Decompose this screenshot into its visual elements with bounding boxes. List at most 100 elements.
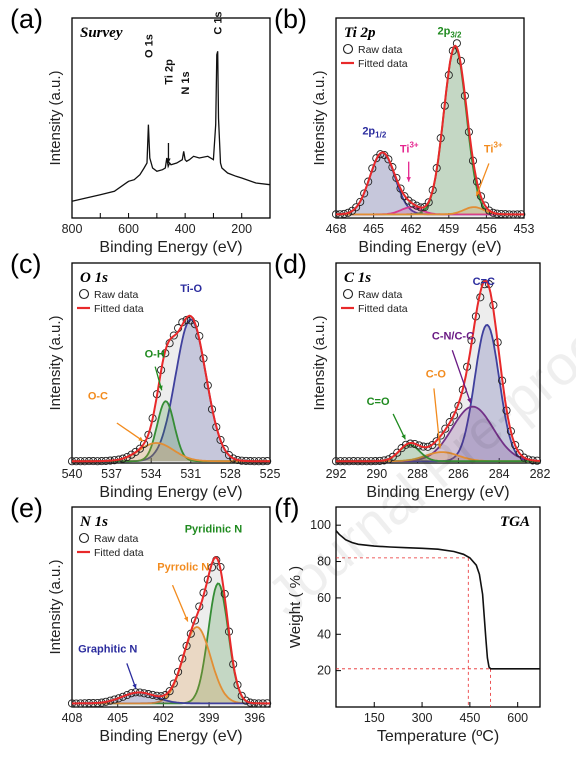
peak-annotation: C 1s: [213, 11, 225, 34]
envelope-shade: [336, 281, 540, 463]
y-tick-label: 100: [310, 518, 331, 532]
panel-d-c1s: 292 290 288 286 284 282 Binding Energy (eV) Int…: [274, 249, 550, 501]
o-c-label: O-C: [88, 390, 108, 402]
raw-data-point: [364, 177, 373, 186]
peak-fill: [336, 325, 540, 462]
panel-letter: (c): [10, 249, 41, 279]
raw-data-point: [481, 201, 490, 210]
x-tick-label: 286: [448, 467, 469, 481]
raw-data-point: [169, 331, 178, 340]
panel-title: C 1s: [344, 270, 371, 286]
pyrrolic-label: Pyrrolic N: [157, 562, 209, 574]
raw-data-point: [424, 198, 433, 207]
x-tick-label: 468: [326, 222, 347, 236]
raw-data-point: [384, 155, 393, 164]
raw-data-point: [123, 690, 132, 700]
legend-raw-marker: [78, 532, 90, 544]
x-axis-label: Binding Energy (eV): [99, 239, 242, 256]
raw-data-point: [401, 440, 410, 449]
x-tick-label: 402: [153, 711, 174, 725]
raw-data-point: [519, 453, 529, 462]
peak-annotation: Ti 2p: [163, 59, 175, 85]
peak-fill: [336, 207, 524, 215]
tga-curve: [335, 530, 540, 670]
plot-frame: [71, 17, 271, 219]
c-o-double-label: C=O: [367, 396, 390, 408]
raw-data-point: [404, 196, 413, 205]
survey-spectrum: [71, 51, 271, 202]
envelope-shade: [72, 557, 270, 707]
x-tick-label: 600: [507, 711, 528, 725]
c-o-double-arrow-head: [401, 434, 406, 440]
raw-data-point: [376, 150, 385, 159]
raw-data-point: [216, 435, 225, 444]
raw-data-point: [241, 696, 251, 705]
x-tick-label: 531: [180, 467, 201, 481]
o-c-arrow: [116, 422, 144, 442]
panel-title: TGA: [500, 514, 530, 530]
panel-title: O 1s: [80, 270, 108, 286]
raw-data-point: [360, 189, 369, 198]
raw-data-point: [352, 203, 361, 212]
raw-data-point: [380, 150, 389, 160]
raw-data-point: [182, 315, 191, 324]
x-tick-label: 200: [231, 222, 252, 236]
raw-data-point: [237, 691, 246, 700]
raw-data-point: [511, 440, 520, 450]
x-tick-label: 290: [366, 467, 387, 481]
raw-data-point: [220, 445, 229, 454]
x-axis-label: Temperature (ºC): [377, 728, 499, 745]
graphitic-label: Graphitic N: [78, 643, 137, 655]
panel-title: Ti 2p: [344, 25, 376, 41]
panel-title: Survey: [80, 25, 123, 41]
pyridinic-label: Pyridinic N: [185, 523, 243, 535]
legend-raw-label: Raw data: [358, 289, 403, 301]
x-tick-label: 525: [260, 467, 281, 481]
peak-fill: [72, 319, 270, 462]
plot-frame: [71, 262, 271, 464]
legend-fit-label: Fitted data: [358, 58, 408, 70]
legend-raw-label: Raw data: [94, 289, 139, 301]
x-tick-label: 528: [220, 467, 241, 481]
y-tick-label: 60: [317, 591, 331, 605]
x-axis-label: Binding Energy (eV): [99, 484, 242, 501]
ti2p-half-label: 2p1/2: [362, 125, 387, 139]
x-tick-label: 800: [62, 222, 83, 236]
o-h-arrow-head: [158, 385, 163, 391]
raw-data-point: [118, 692, 127, 701]
envelope-shade: [72, 315, 270, 463]
fitted-curve: [336, 44, 524, 216]
c-n-label: C-N/C-C: [432, 330, 474, 342]
raw-data-point: [412, 201, 421, 210]
o-c-arrow-head: [138, 436, 144, 442]
x-tick-label: 462: [401, 222, 422, 236]
c-o-arrow-head: [437, 443, 442, 449]
peak-fill: [72, 443, 270, 462]
c-o-label: C-O: [426, 369, 447, 381]
legend-fit-label: Fitted data: [358, 303, 408, 315]
ti2p-threehalf-label: 2p3/2: [438, 25, 463, 39]
c-o-arrow: [433, 388, 441, 449]
panel-a-survey: 800 600 400 200 Binding Energy (eV) Intensity…: [10, 4, 271, 256]
y-tick-label: 20: [317, 664, 331, 678]
legend-fit-label: Fitted data: [94, 547, 144, 559]
y-axis-label: Intensity (a.u.): [47, 559, 64, 654]
panel-letter: (f): [274, 493, 299, 523]
ti-o-label: Ti-O: [180, 283, 202, 295]
x-tick-label: 537: [101, 467, 122, 481]
y-axis-label: Intensity (a.u.): [47, 70, 64, 165]
raw-data-point: [515, 449, 524, 458]
x-tick-label: 534: [141, 467, 162, 481]
peak-fill: [72, 401, 270, 462]
peak-fill: [72, 583, 270, 704]
y-axis-label: Weight ( % ): [287, 566, 304, 648]
x-tick-label: 600: [118, 222, 139, 236]
legend-raw-marker: [78, 288, 90, 300]
raw-data-point: [165, 687, 174, 696]
c-o-double-arrow: [392, 413, 406, 440]
x-tick-label: 300: [412, 711, 433, 725]
ti3-label-a: Ti3+: [400, 141, 419, 156]
x-tick-label: 453: [514, 222, 535, 236]
